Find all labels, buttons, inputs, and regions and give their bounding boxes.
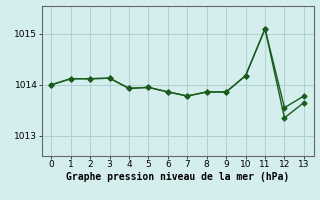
X-axis label: Graphe pression niveau de la mer (hPa): Graphe pression niveau de la mer (hPa) xyxy=(66,172,289,182)
